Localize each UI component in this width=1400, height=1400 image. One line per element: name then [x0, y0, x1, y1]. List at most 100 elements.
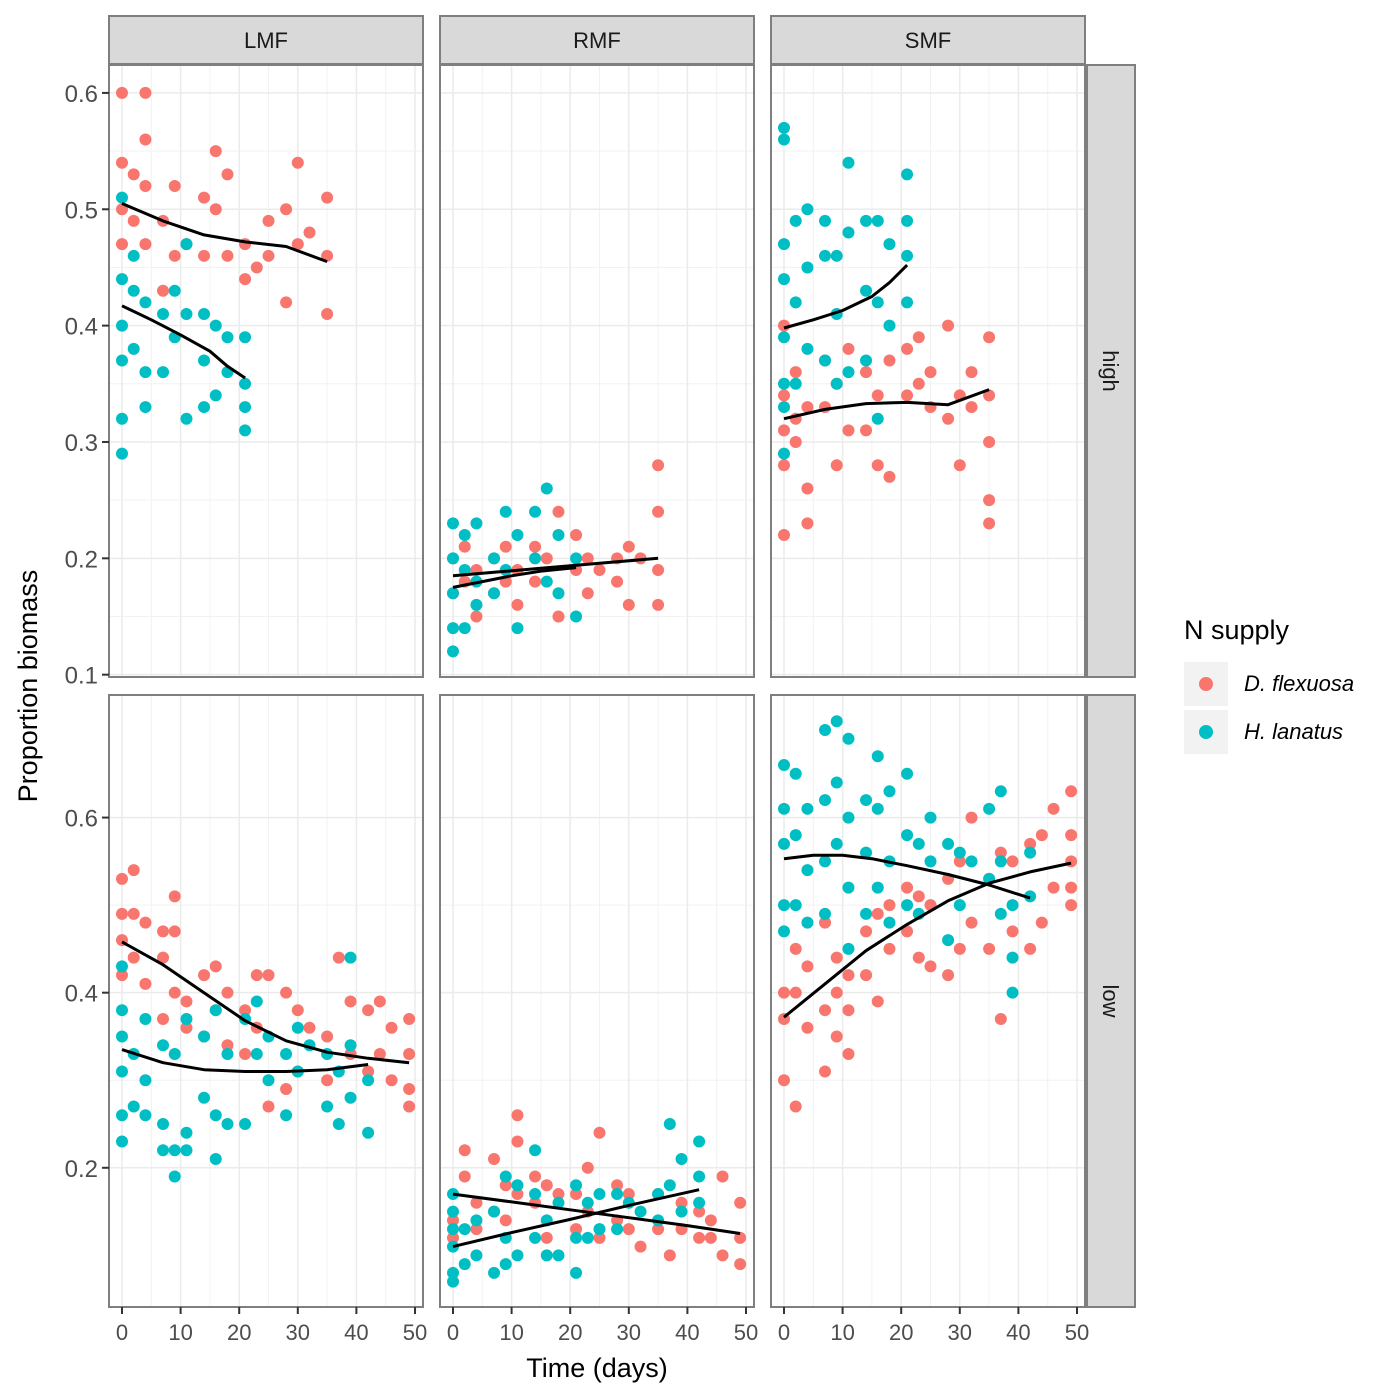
data-point	[499, 505, 512, 518]
data-point	[157, 366, 170, 379]
data-point	[883, 354, 896, 367]
data-point	[801, 916, 814, 929]
legend-label: H. lanatus	[1244, 719, 1344, 744]
data-point	[385, 1074, 398, 1087]
data-point	[116, 1004, 128, 1017]
panel-background	[440, 695, 754, 1307]
data-point	[901, 925, 914, 938]
data-point	[116, 1135, 128, 1148]
data-point	[157, 951, 170, 964]
data-point	[280, 1082, 293, 1095]
data-point	[965, 916, 978, 929]
data-point	[488, 1153, 501, 1166]
data-point	[871, 995, 884, 1008]
data-point	[239, 1118, 252, 1131]
data-point	[570, 1179, 583, 1192]
legend-entry-d-flexuosa: D. flexuosa	[1184, 660, 1354, 708]
data-point	[901, 296, 914, 309]
data-point	[819, 907, 832, 920]
data-point	[801, 401, 814, 414]
data-point	[622, 1188, 635, 1201]
facet-strip-rmf	[439, 15, 755, 65]
panel-background	[109, 695, 423, 1307]
data-point	[221, 331, 234, 344]
data-point	[983, 802, 996, 815]
data-point	[842, 881, 855, 894]
legend-label: D. flexuosa	[1244, 671, 1355, 696]
data-point	[139, 366, 152, 379]
data-point	[570, 552, 583, 565]
smooth-line	[783, 264, 909, 330]
data-point	[116, 1030, 128, 1043]
data-point	[789, 377, 802, 390]
data-point	[552, 529, 565, 542]
data-point	[127, 284, 140, 297]
x-tick-label: 40	[675, 1320, 699, 1345]
data-point	[157, 284, 170, 297]
x-tick-label: 30	[617, 1320, 641, 1345]
smooth-line	[121, 202, 328, 264]
data-point	[1065, 785, 1078, 798]
data-point	[842, 1004, 855, 1017]
data-point	[458, 622, 471, 635]
data-point	[611, 575, 624, 588]
data-point	[447, 1231, 459, 1244]
data-point	[529, 1231, 542, 1244]
data-point	[221, 1047, 234, 1060]
data-point	[262, 249, 275, 262]
data-point	[778, 529, 790, 542]
data-point	[116, 412, 128, 425]
data-point	[458, 563, 471, 576]
data-point	[842, 969, 855, 982]
data-point	[511, 598, 524, 611]
data-point	[180, 995, 193, 1008]
data-point	[652, 563, 665, 576]
data-point	[801, 482, 814, 495]
smooth-line	[783, 388, 990, 421]
data-point	[470, 1249, 483, 1262]
data-point	[470, 1223, 483, 1236]
data-point	[778, 447, 790, 460]
data-point	[116, 1109, 128, 1122]
data-point	[901, 342, 914, 355]
data-point	[321, 191, 334, 204]
data-point	[511, 529, 524, 542]
data-point	[139, 401, 152, 414]
data-point	[116, 354, 128, 367]
data-point	[842, 366, 855, 379]
data-point	[994, 846, 1007, 859]
data-point	[994, 785, 1007, 798]
data-point	[239, 331, 252, 344]
data-point	[593, 1126, 606, 1139]
data-point	[734, 1231, 747, 1244]
data-point	[581, 1196, 594, 1209]
y-tick-label: 0.4	[65, 314, 98, 341]
data-point	[778, 424, 790, 437]
data-point	[778, 925, 790, 938]
data-point	[652, 1223, 665, 1236]
data-point	[593, 1231, 606, 1244]
data-point	[1065, 899, 1078, 912]
data-point	[139, 296, 152, 309]
data-point	[168, 1170, 181, 1183]
data-point	[1024, 846, 1037, 859]
data-point	[801, 864, 814, 877]
data-point	[830, 459, 843, 472]
data-point	[830, 377, 843, 390]
data-point	[1006, 925, 1019, 938]
data-point	[209, 145, 222, 158]
facet-strip-label: RMF	[573, 28, 621, 53]
data-point	[116, 273, 128, 286]
y-tick-label: 0.2	[65, 546, 98, 573]
data-point	[570, 610, 583, 623]
panel-border	[108, 694, 424, 1308]
data-point	[139, 238, 152, 251]
data-point	[344, 995, 357, 1008]
x-tick-label: 20	[227, 1320, 251, 1345]
data-point	[332, 951, 345, 964]
panel-data	[116, 86, 334, 460]
x-tick-label: 30	[286, 1320, 310, 1345]
data-point	[499, 540, 512, 553]
